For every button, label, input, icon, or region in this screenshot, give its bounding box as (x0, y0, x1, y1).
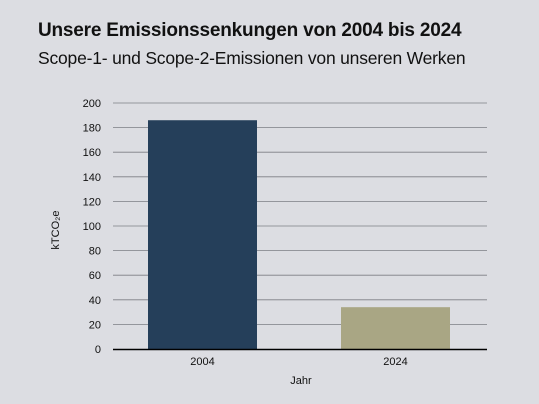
y-tick-label: 80 (89, 246, 101, 258)
bar-2004 (148, 120, 257, 349)
y-tick-label: 160 (83, 147, 101, 159)
y-axis-label: kTCO₂e (50, 210, 62, 249)
y-tick-label: 60 (89, 270, 101, 282)
bars (148, 120, 450, 349)
y-tick-label: 120 (83, 196, 101, 208)
y-tick-label: 100 (83, 221, 101, 233)
y-tick-label: 140 (83, 172, 101, 184)
y-tick-label: 180 (83, 123, 101, 135)
y-tick-label: 40 (89, 295, 101, 307)
y-tick-label: 0 (95, 344, 101, 356)
chart-title: Unsere Emissionssenkungen von 2004 bis 2… (38, 20, 462, 41)
y-tick-label: 20 (89, 319, 101, 331)
y-axis-ticks: 0 20 40 60 80 100 120 140 160 180 200 (83, 98, 101, 356)
y-tick-label: 200 (83, 98, 101, 110)
chart-subtitle: Scope-1- und Scope-2-Emissionen von unse… (38, 48, 466, 68)
x-axis-label: Jahr (290, 375, 312, 387)
x-tick-label: 2024 (383, 356, 407, 368)
x-tick-label: 2004 (190, 356, 214, 368)
x-axis-ticks: 2004 2024 (190, 356, 407, 368)
bar-2024 (341, 307, 450, 349)
